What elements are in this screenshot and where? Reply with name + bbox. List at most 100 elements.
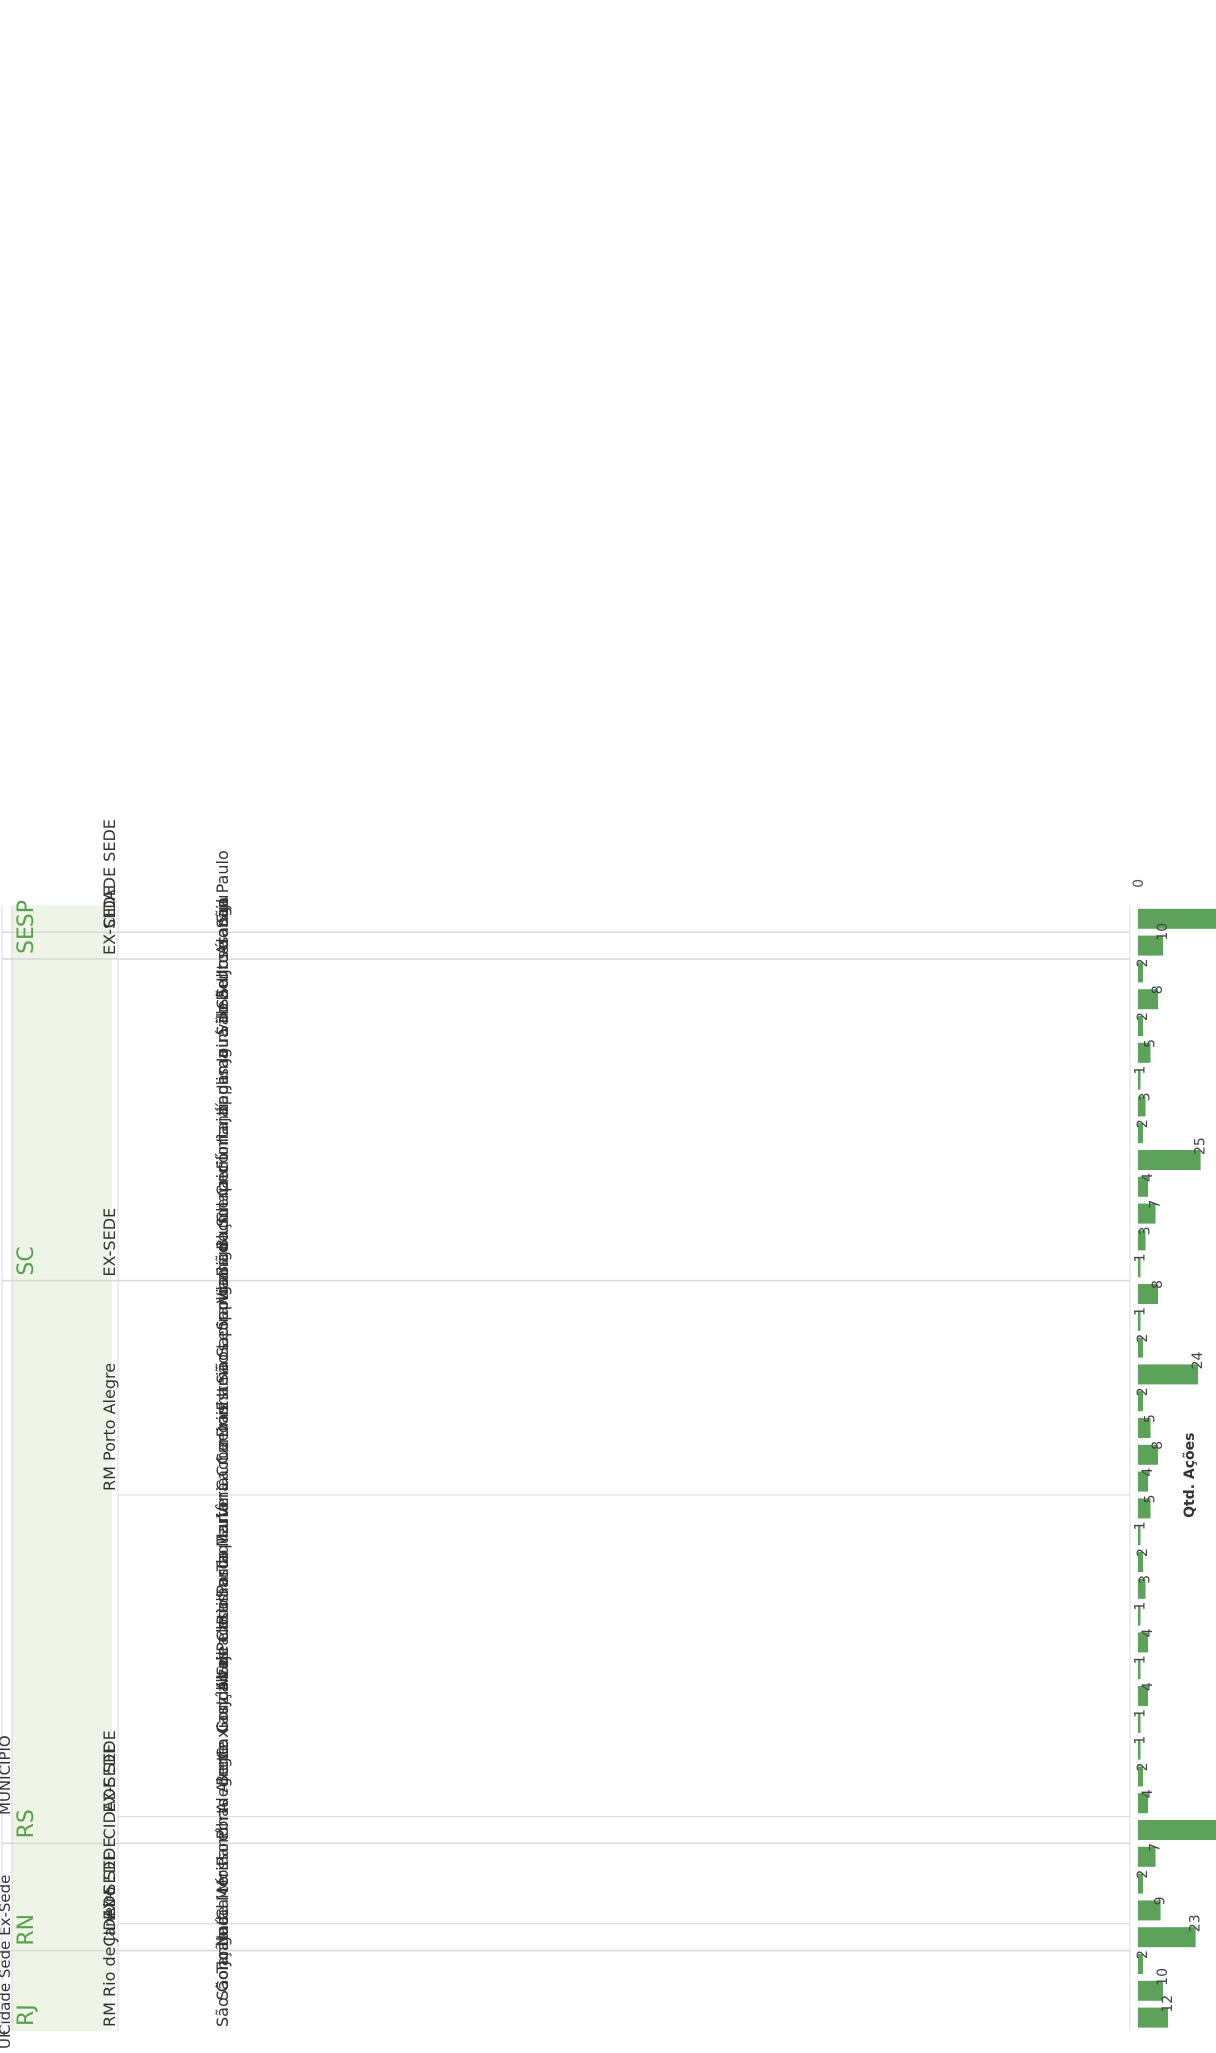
bar [1138,1257,1141,1278]
bar-layer [1138,908,1216,2028]
bar [1138,1069,1141,1090]
value-label: 4 [1140,1628,1156,1637]
value-label: 9 [1153,1896,1169,1905]
cidade-label: EX-SEDE [100,1851,119,1920]
municipio-label: Aracaju [213,894,232,955]
bar [1138,1525,1141,1546]
bar [1138,989,1159,1010]
value-label: 1 [1133,1521,1149,1530]
municipio-label: Mossoró [213,1827,232,1893]
municipio-label: São José [213,941,232,1009]
municipio-label: Joinville [213,1000,232,1063]
value-label: 1 [1133,1602,1149,1611]
municipio-label: Bento Gonçalves [213,1651,232,1786]
value-label: 2 [1135,1387,1151,1396]
municipio-label: Júlio de Castilhos [213,1569,232,1706]
bar [1138,1310,1141,1331]
municipio-label: Sapiranga [213,1276,232,1357]
grid-layer [1,905,1139,2031]
value-label: 2 [1135,1119,1151,1128]
value-label: 23 [1188,1914,1204,1932]
value-label: 7 [1148,1843,1164,1852]
municipio-label: Esteio [213,1362,232,1411]
value-label: 2 [1135,1950,1151,1959]
cidade-label: RM Rio de Janeiro [100,1887,119,2028]
uf-label: RN [14,1914,39,1946]
value-label: 3 [1138,1092,1154,1101]
uf-band [12,1950,112,2031]
cidade-label: EX-SEDE [100,1208,119,1277]
bar [1138,1954,1144,1974]
bar [1138,1739,1141,1760]
value-label: 1 [1133,1253,1149,1262]
bar [1138,1042,1151,1063]
header-municipio: MUNICÍPIO [0,1735,14,1815]
uf-band [12,958,112,1281]
value-label: 3 [1138,1575,1154,1584]
cidade-label: RM Porto Alegre [100,1363,119,1491]
municipio-label: São Paulo [213,850,232,928]
value-label: 10 [1155,923,1171,941]
header-cidade: Cidade Sede Ex-Sede [0,1875,14,2035]
municipio-label: Jaraguá do Sul [213,973,232,1090]
cidade-label: CIDADE SEDE [100,1730,119,1839]
value-label: 1 [1133,1655,1149,1664]
municipio-label: Sapucaia do Sul [213,1202,232,1330]
municipio-label: Santa Maria [213,1502,232,1598]
cidade-label: EX-SEDE [100,1744,119,1813]
municipio-label: Taquari [213,1513,232,1572]
value-label: 5 [1143,1494,1159,1503]
municipio-label: Caxias do Sul [213,1651,232,1759]
value-label: 4 [1140,1173,1156,1182]
municipio-label: Dois Irmãos [213,1343,232,1438]
bar [1138,1230,1146,1251]
municipio-label: Chapecó [213,1153,232,1223]
label-layer: UF Cidade Sede Ex-Sede MUNICÍPIO Qtd. Aç… [0,819,1209,2049]
value-label: 5 [1143,1039,1159,1048]
municipio-label: Pelotas [213,1594,232,1652]
bar [1138,1632,1149,1653]
municipio-label: Itapema [213,1050,232,1116]
value-label: 8 [1150,1280,1166,1289]
municipio-label: Parelhas [213,1799,232,1867]
municipio-label: Natal [213,1904,232,1946]
municipio-label: São João de Meriti [213,1856,232,2001]
bar [1138,1605,1141,1626]
value-label: 1 [1133,1066,1149,1075]
uf-band [12,932,112,959]
municipio-label: Florianópolis [213,1068,232,1169]
value-label: 2 [1135,1762,1151,1771]
uf-label: SE [14,926,39,954]
bar [1138,1712,1141,1733]
bar [1138,1096,1146,1117]
value-label: 2 [1135,958,1151,967]
municipio-label: Alegrete [213,1745,232,1813]
bar [1138,935,1164,956]
bar [1138,1578,1146,1599]
bar [1138,1498,1151,1519]
value-label: 8 [1150,985,1166,994]
bar [1138,1284,1159,1304]
bar [1138,1980,1164,2001]
bar [1138,1418,1151,1438]
bar [1138,1552,1144,1572]
municipio-label: Viamão [213,1243,232,1303]
uf-label: SC [14,1246,39,1275]
municipio-label: Teutônia [213,1477,232,1546]
municipio-label: São Gonçalo [213,1927,232,2027]
tick-label: 0 [1131,879,1147,888]
bar [1138,1471,1149,1492]
value-label: 7 [1148,1200,1164,1209]
bar [1138,908,1216,929]
bar [1138,1900,1161,1921]
municipio-label: Blumenau [213,1169,232,1250]
uf-label: RJ [14,2004,39,2026]
value-label: 4 [1140,1468,1156,1477]
municipio-label: Biguaçu [213,1212,232,1276]
municipio-label: Criciúma [213,1125,232,1196]
municipio-label: Porto Alegre [213,1741,232,1839]
value-label: 25 [1193,1137,1209,1155]
bar [1138,1391,1144,1412]
municipio-label: Tanguá [213,1916,232,1974]
